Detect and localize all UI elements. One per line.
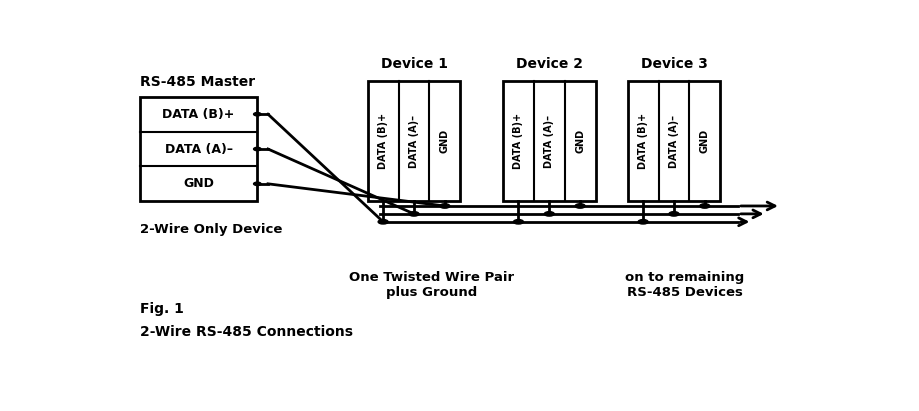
Circle shape	[440, 204, 449, 208]
Bar	[503, 81, 596, 201]
Text: GND: GND	[440, 129, 449, 153]
Text: DATA (A)–: DATA (A)–	[409, 115, 419, 168]
Text: GND: GND	[183, 177, 214, 190]
Circle shape	[575, 204, 585, 208]
Circle shape	[669, 212, 679, 216]
Text: DATA (B)+: DATA (B)+	[514, 113, 524, 169]
Text: DATA (A)–: DATA (A)–	[544, 115, 554, 168]
Text: Device 2: Device 2	[516, 58, 583, 72]
Bar	[368, 81, 460, 201]
Text: DATA (B)+: DATA (B)+	[638, 113, 648, 169]
Text: Fig. 1: Fig. 1	[140, 302, 184, 316]
Text: RS-485 Master: RS-485 Master	[140, 75, 255, 89]
Circle shape	[254, 148, 261, 151]
Text: on to remaining
RS-485 Devices: on to remaining RS-485 Devices	[625, 271, 744, 299]
Circle shape	[409, 212, 419, 216]
Circle shape	[378, 219, 388, 224]
Text: Device 1: Device 1	[380, 58, 448, 72]
Circle shape	[699, 204, 709, 208]
Text: 2-Wire Only Device: 2-Wire Only Device	[140, 223, 282, 236]
Text: DATA (B)+: DATA (B)+	[163, 108, 234, 121]
Text: DATA (B)+: DATA (B)+	[378, 113, 388, 169]
Circle shape	[254, 182, 261, 185]
Bar	[628, 81, 720, 201]
Circle shape	[514, 219, 524, 224]
Text: DATA (A)–: DATA (A)–	[669, 115, 679, 168]
Circle shape	[638, 219, 648, 224]
Text: One Twisted Wire Pair
plus Ground: One Twisted Wire Pair plus Ground	[349, 271, 515, 299]
Text: GND: GND	[575, 129, 585, 153]
Text: GND: GND	[699, 129, 709, 153]
Bar	[140, 97, 257, 201]
Text: Device 3: Device 3	[641, 58, 708, 72]
Circle shape	[254, 113, 261, 116]
Text: 2-Wire RS-485 Connections: 2-Wire RS-485 Connections	[140, 325, 353, 339]
Circle shape	[544, 212, 554, 216]
Text: DATA (A)–: DATA (A)–	[165, 143, 233, 155]
